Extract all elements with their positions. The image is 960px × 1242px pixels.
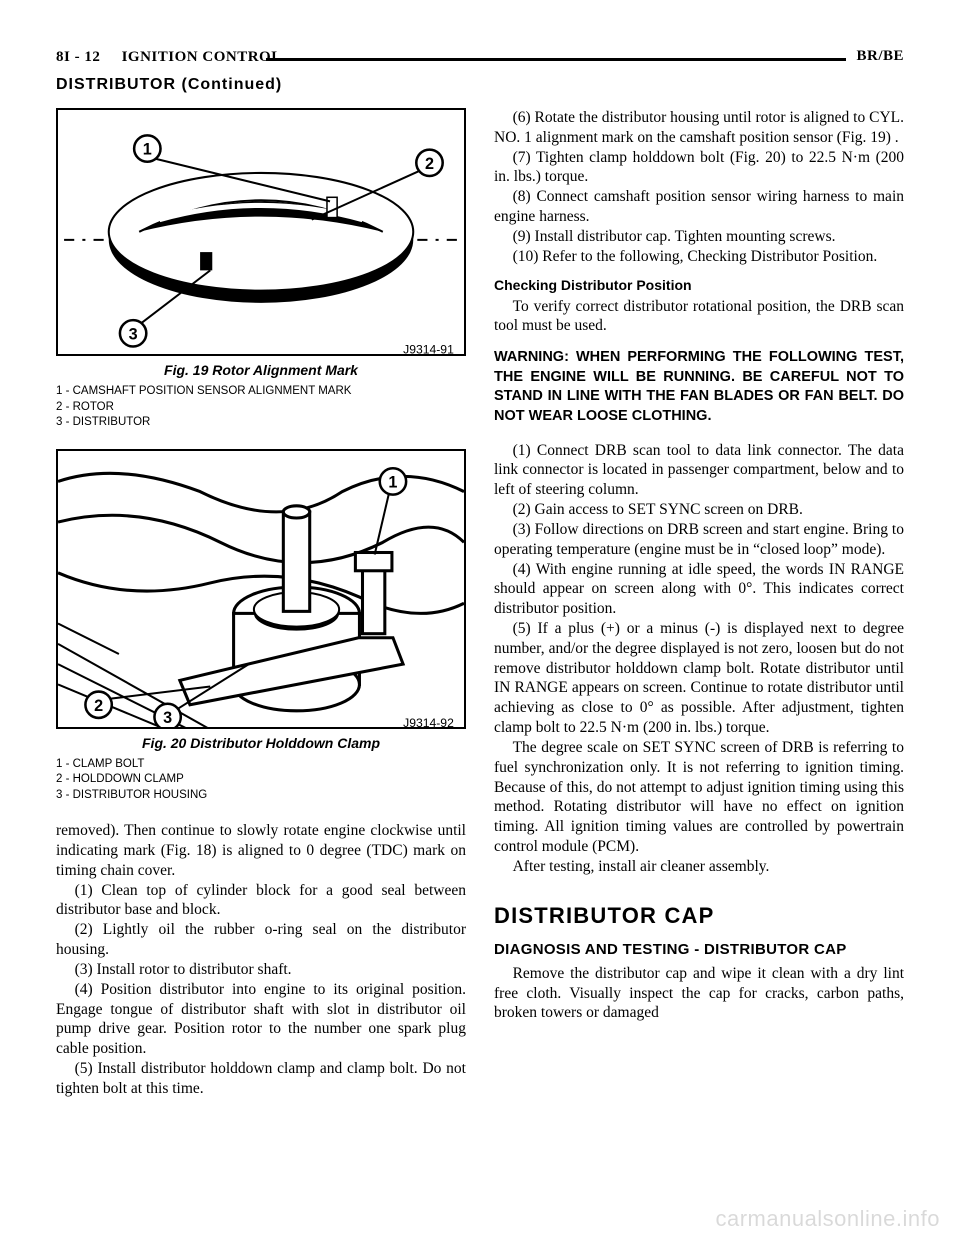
page-header: 8I - 12 IGNITION CONTROL BR/BE bbox=[56, 48, 904, 70]
two-column-layout: 1 2 3 J9314-91 Fig. 19 Rotor Alignment M… bbox=[56, 108, 904, 1099]
figure-20-legend: 1 - CLAMP BOLT 2 - HOLDDOWN CLAMP 3 - DI… bbox=[56, 757, 466, 804]
left-p1: (1) Clean top of cylinder block for a go… bbox=[56, 881, 466, 921]
cap-p: Remove the distributor cap and wipe it c… bbox=[494, 964, 904, 1023]
fig19-code: J9314-91 bbox=[403, 343, 454, 356]
checking-intro: To verify correct distributor rotational… bbox=[494, 297, 904, 337]
checking-subhead: Checking Distributor Position bbox=[494, 277, 904, 293]
continued-subtitle: DISTRIBUTOR (Continued) bbox=[56, 76, 904, 94]
right-p8: (8) Connect camshaft position sensor wir… bbox=[494, 187, 904, 227]
right-column: (6) Rotate the distributor housing until… bbox=[494, 108, 904, 1099]
rb-p4: (4) With engine running at idle speed, t… bbox=[494, 560, 904, 619]
rb-p7: After testing, install air cleaner assem… bbox=[494, 857, 904, 877]
rb-p2: (2) Gain access to SET SYNC screen on DR… bbox=[494, 500, 904, 520]
left-p3: (3) Install rotor to distributor shaft. bbox=[56, 960, 466, 980]
figure-20-caption: Fig. 20 Distributor Holddown Clamp bbox=[56, 735, 466, 751]
rb-p1: (1) Connect DRB scan tool to data link c… bbox=[494, 441, 904, 500]
right-body-bottom: (1) Connect DRB scan tool to data link c… bbox=[494, 441, 904, 877]
fig20-code: J9314-92 bbox=[403, 716, 454, 729]
right-p6: (6) Rotate the distributor housing until… bbox=[494, 108, 904, 148]
left-p0: removed). Then continue to slowly rotate… bbox=[56, 821, 466, 880]
left-p4: (4) Position distributor into engine to … bbox=[56, 980, 466, 1059]
fig20-callout-1: 1 bbox=[388, 473, 397, 491]
left-p5: (5) Install distributor holddown clamp a… bbox=[56, 1059, 466, 1099]
fig19-callout-1: 1 bbox=[143, 141, 152, 159]
rb-p3: (3) Follow directions on DRB screen and … bbox=[494, 520, 904, 560]
fig20-callout-3: 3 bbox=[163, 709, 172, 727]
header-rule bbox=[266, 58, 846, 61]
right-body-top: (6) Rotate the distributor housing until… bbox=[494, 108, 904, 267]
figure-19-illustration: 1 2 3 J9314-91 bbox=[58, 110, 464, 356]
header-right: BR/BE bbox=[856, 48, 904, 65]
watermark: carmanualsonline.info bbox=[715, 1206, 940, 1232]
page: 8I - 12 IGNITION CONTROL BR/BE DISTRIBUT… bbox=[0, 0, 960, 1242]
right-p7: (7) Tighten clamp holddown bolt (Fig. 20… bbox=[494, 148, 904, 188]
warning-block: WARNING: WHEN PERFORMING THE FOLLOWING T… bbox=[494, 348, 904, 426]
distributor-cap-heading: DISTRIBUTOR CAP bbox=[494, 903, 904, 929]
chapter-title: IGNITION CONTROL bbox=[122, 49, 282, 65]
figure-20-illustration: 1 2 3 J9314-92 bbox=[58, 451, 464, 729]
page-section: 8I - 12 bbox=[56, 49, 100, 65]
fig19-callout-3: 3 bbox=[129, 325, 138, 343]
figure-20-box: 1 2 3 J9314-92 bbox=[56, 449, 466, 729]
right-p9: (9) Install distributor cap. Tighten mou… bbox=[494, 227, 904, 247]
fig19-callout-2: 2 bbox=[425, 155, 434, 173]
header-left: 8I - 12 IGNITION CONTROL bbox=[56, 49, 282, 65]
left-body-text: removed). Then continue to slowly rotate… bbox=[56, 821, 466, 1099]
figure-19-caption: Fig. 19 Rotor Alignment Mark bbox=[56, 362, 466, 378]
figure-19-box: 1 2 3 J9314-91 bbox=[56, 108, 466, 356]
left-p2: (2) Lightly oil the rubber o-ring seal o… bbox=[56, 920, 466, 960]
left-column: 1 2 3 J9314-91 Fig. 19 Rotor Alignment M… bbox=[56, 108, 466, 1099]
checking-intro-p: To verify correct distributor rotational… bbox=[494, 297, 904, 337]
diagnosis-subheading: DIAGNOSIS AND TESTING - DISTRIBUTOR CAP bbox=[494, 941, 904, 958]
right-p10: (10) Refer to the following, Checking Di… bbox=[494, 247, 904, 267]
rb-p6: The degree scale on SET SYNC screen of D… bbox=[494, 738, 904, 857]
figure-19-legend: 1 - CAMSHAFT POSITION SENSOR ALIGNMENT M… bbox=[56, 384, 466, 431]
fig20-callout-2: 2 bbox=[94, 696, 103, 714]
cap-body: Remove the distributor cap and wipe it c… bbox=[494, 964, 904, 1023]
rb-p5: (5) If a plus (+) or a minus (-) is disp… bbox=[494, 619, 904, 738]
